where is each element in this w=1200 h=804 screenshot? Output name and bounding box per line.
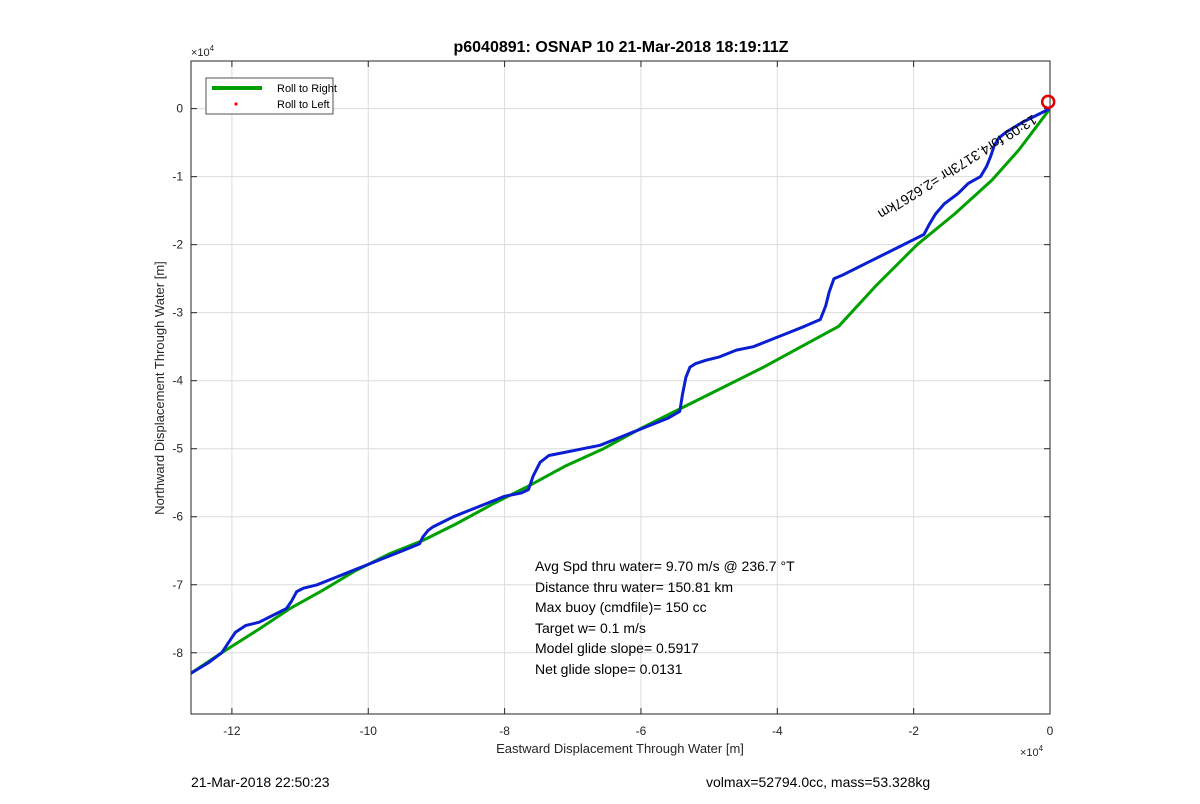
- displacement-track: [191, 107, 1050, 675]
- end-marker: [1040, 94, 1056, 110]
- y-tick-label: -2: [172, 238, 183, 252]
- y-exponent-label: ×104: [191, 44, 215, 59]
- stats-line-speed: Avg Spd thru water= 9.70 m/s @ 236.7 °T: [535, 558, 795, 574]
- chart-title: p6040891: OSNAP 10 21-Mar-2018 18:19:11Z: [453, 39, 788, 56]
- roll-right-track: [191, 107, 1050, 675]
- stats-line-target-w: Target w= 0.1 m/s: [535, 620, 646, 636]
- legend-box: [205, 77, 334, 115]
- series-layer: [191, 107, 1050, 675]
- y-axis-label: Northward Displacement Through Water [m]: [152, 261, 167, 515]
- stats-line-model-glide: Model glide slope= 0.5917: [535, 640, 699, 656]
- plot-area: [191, 61, 1050, 714]
- x-tick-label: -12: [223, 724, 241, 738]
- x-axis-label: Eastward Displacement Through Water [m]: [496, 741, 744, 756]
- legend-label-roll-right: Roll to Right: [277, 83, 337, 95]
- y-tick-label: -6: [172, 510, 183, 524]
- axes-frame: [190, 60, 1051, 715]
- x-tick-label: -10: [360, 724, 378, 738]
- footer-mass-info: volmax=52794.0cc, mass=53.328kg: [706, 774, 930, 790]
- stats-block: Avg Spd thru water= 9.70 m/s @ 236.7 °T …: [535, 558, 795, 677]
- x-exponent-label: ×104: [1020, 744, 1044, 759]
- x-tick-label: -4: [772, 724, 783, 738]
- legend-label-roll-left: Roll to Left: [277, 99, 330, 111]
- x-tick-label: 0: [1047, 724, 1054, 738]
- legend: Roll to Right Roll to Left: [205, 77, 337, 115]
- y-tick-label: 0: [176, 102, 183, 116]
- stats-line-max-buoy: Max buoy (cmdfile)= 150 cc: [535, 599, 707, 615]
- y-tick-label: -4: [172, 374, 183, 388]
- axis-ticks: -12 -10 -8 -6 -4 -2 0 0 -1 -2 -3 -4 -5 -6 -7 -8: [172, 61, 1054, 738]
- y-tick-label: -5: [172, 442, 183, 456]
- footer-timestamp: 21-Mar-2018 22:50:23: [191, 774, 330, 790]
- x-tick-label: -6: [636, 724, 647, 738]
- legend-swatch-roll-left: [234, 102, 238, 106]
- grid: [191, 61, 1051, 714]
- x-tick-label: -2: [908, 724, 919, 738]
- y-tick-label: -7: [172, 578, 183, 592]
- y-tick-label: -3: [172, 306, 183, 320]
- stats-line-net-glide: Net glide slope= 0.0131: [535, 661, 683, 677]
- x-tick-label: -8: [499, 724, 510, 738]
- y-tick-label: -1: [172, 170, 183, 184]
- y-tick-label: -8: [172, 646, 183, 660]
- stats-line-distance: Distance thru water= 150.81 km: [535, 579, 733, 595]
